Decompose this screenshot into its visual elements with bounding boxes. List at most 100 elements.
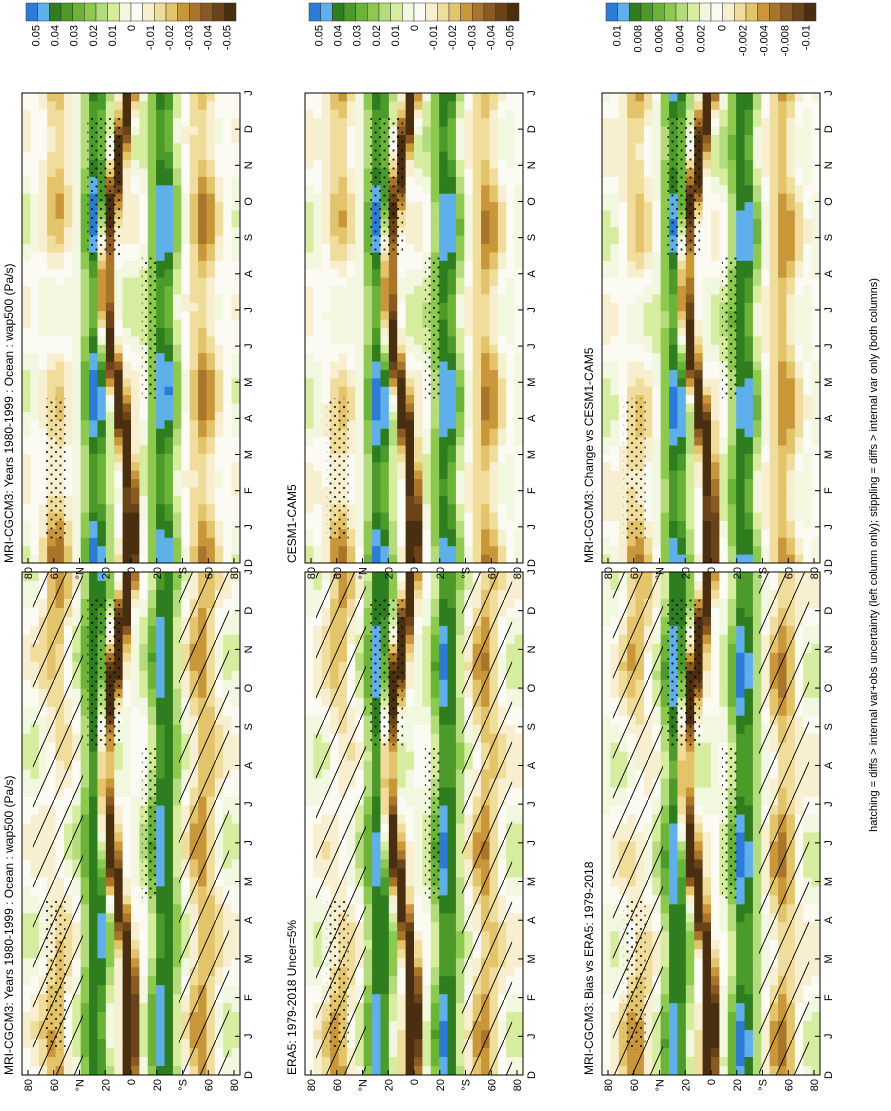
- heatmap-cell: [455, 1048, 465, 1058]
- heatmap-cell: [97, 1030, 107, 1040]
- heatmap-cell: [380, 1066, 390, 1076]
- heatmap-cell: [305, 328, 314, 337]
- heatmap-cell: [139, 949, 149, 959]
- heatmap-cell: [114, 495, 124, 505]
- heatmap-cell: [147, 160, 157, 170]
- heatmap-cell: [355, 168, 365, 178]
- heatmap-cell: [214, 437, 224, 446]
- heatmap-cell: [164, 580, 174, 591]
- heatmap-cell: [430, 985, 440, 995]
- heatmap-cell: [414, 652, 423, 663]
- heatmap-cell: [156, 495, 166, 505]
- heatmap-cell: [80, 652, 90, 663]
- heatmap-cell: [214, 252, 224, 262]
- heatmap-cell: [147, 554, 157, 564]
- heatmap-cell: [97, 386, 107, 396]
- heatmap-cell: [214, 395, 224, 405]
- heatmap-cell: [63, 286, 73, 295]
- heatmap-cell: [114, 336, 124, 346]
- heatmap-cell: [89, 1003, 98, 1013]
- heatmap-cell: [131, 93, 140, 102]
- heatmap-cell: [114, 537, 124, 547]
- heatmap-cell: [172, 185, 182, 195]
- heatmap-cell: [97, 1003, 107, 1013]
- heatmap-cell: [330, 369, 340, 379]
- heatmap-cell: [97, 580, 107, 591]
- heatmap-cell: [97, 832, 107, 842]
- heatmap-cell: [97, 796, 107, 807]
- heatmap-cell: [380, 940, 390, 950]
- heatmap-cell: [72, 487, 82, 497]
- heatmap-cell: [30, 151, 40, 161]
- heatmap-cell: [231, 643, 241, 654]
- heatmap-cell: [22, 814, 31, 824]
- heatmap-cell: [63, 336, 73, 346]
- heatmap-cell: [164, 868, 174, 878]
- heatmap-cell: [321, 453, 331, 463]
- heatmap-cell: [72, 445, 82, 455]
- heatmap-cell: [422, 688, 432, 699]
- heatmap-cell: [89, 976, 98, 986]
- heatmap-cell: [223, 353, 233, 363]
- heatmap-cell: [231, 218, 241, 228]
- heatmap-cell: [321, 462, 331, 472]
- heatmap-cell: [455, 796, 465, 807]
- heatmap-cell: [305, 260, 314, 270]
- heatmap-cell: [122, 607, 132, 618]
- heatmap-cell: [80, 796, 90, 807]
- heatmap-cell: [181, 277, 191, 287]
- heatmap-cell: [338, 168, 348, 178]
- heatmap-cell: [223, 361, 233, 371]
- heatmap-cell: [72, 537, 82, 547]
- heatmap-cell: [147, 495, 157, 505]
- colorbar-swatch: [49, 2, 62, 22]
- heatmap-cell: [131, 361, 140, 371]
- heatmap-cell: [346, 176, 356, 186]
- heatmap-cell: [231, 670, 241, 681]
- heatmap-cell: [63, 445, 73, 455]
- heatmap-cell: [405, 859, 415, 869]
- heatmap-cell: [156, 235, 166, 245]
- heatmap-cell: [30, 411, 40, 421]
- heatmap-cell: [38, 344, 48, 354]
- heatmap-cell: [114, 420, 124, 430]
- heatmap-cell: [156, 868, 166, 878]
- heatmap-cell: [439, 715, 449, 726]
- heatmap-cell: [164, 554, 174, 564]
- heatmap-cell: [305, 420, 314, 430]
- heatmap-cell: [514, 778, 524, 789]
- heatmap-cell: [30, 487, 40, 497]
- heatmap-cell: [338, 227, 348, 237]
- heatmap-cell: [30, 109, 40, 119]
- heatmap-cell: [139, 109, 149, 119]
- heatmap-cell: [514, 1030, 524, 1040]
- heatmap-cell: [22, 679, 31, 690]
- heatmap-cell: [405, 760, 415, 771]
- heatmap-cell: [414, 643, 423, 654]
- heatmap-cell: [22, 634, 31, 645]
- heatmap-cell: [355, 244, 365, 253]
- heatmap-cell: [156, 386, 166, 396]
- heatmap-cell: [321, 420, 331, 430]
- heatmap-cell: [122, 302, 132, 312]
- heatmap-cell: [63, 395, 73, 405]
- heatmap-cell: [156, 1048, 166, 1058]
- heatmap-cell: [80, 185, 90, 195]
- heatmap-cell: [206, 470, 216, 480]
- heatmap-cell: [156, 832, 166, 842]
- heatmap-cell: [305, 1048, 314, 1058]
- heatmap-cell: [80, 1039, 90, 1049]
- heatmap-cell: [22, 985, 31, 995]
- lat-tick-label: 80: [23, 567, 35, 579]
- heatmap-cell: [346, 134, 356, 144]
- heatmap-cell: [164, 1030, 174, 1040]
- heatmap-cell: [397, 796, 407, 807]
- heatmap-cell: [114, 319, 124, 329]
- heatmap-cell: [447, 985, 457, 995]
- heatmap-cell: [131, 479, 140, 488]
- heatmap-cell: [156, 109, 166, 119]
- heatmap-cell: [198, 302, 207, 312]
- heatmap-cell: [80, 778, 90, 789]
- heatmap-cell: [305, 931, 314, 941]
- heatmap-cell: [231, 193, 241, 203]
